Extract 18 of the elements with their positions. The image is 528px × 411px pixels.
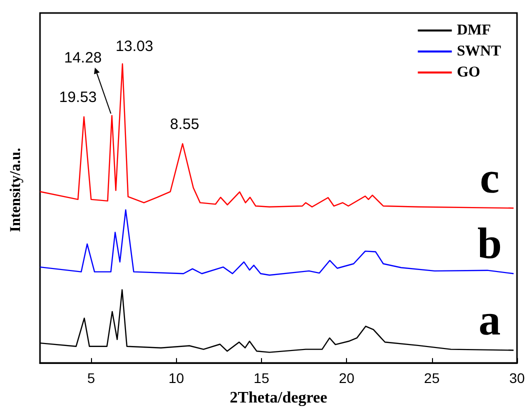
x-tick-label: 10 — [168, 370, 184, 386]
annotation: a — [478, 296, 501, 345]
x-axis-title: 2Theta/degree — [230, 390, 328, 406]
y-axis-title: Intensity/a.u. — [8, 148, 24, 232]
annotation: c — [480, 154, 500, 203]
x-tick-label: 15 — [254, 370, 270, 386]
legend-label: DMF — [456, 22, 491, 38]
x-tick-label: 30 — [509, 370, 525, 386]
x-tick-label: 5 — [87, 370, 96, 386]
annotation: 19.53 — [59, 88, 97, 106]
x-tick-label: 25 — [424, 370, 440, 386]
x-tick-label: 20 — [338, 370, 355, 386]
legend-label: SWNT — [456, 44, 502, 60]
annotation: 8.55 — [170, 116, 200, 133]
annotation: 14.28 — [64, 50, 102, 67]
legend-label: GO — [456, 64, 480, 80]
annotation: 13.03 — [116, 38, 154, 55]
annotation: b — [477, 219, 502, 268]
